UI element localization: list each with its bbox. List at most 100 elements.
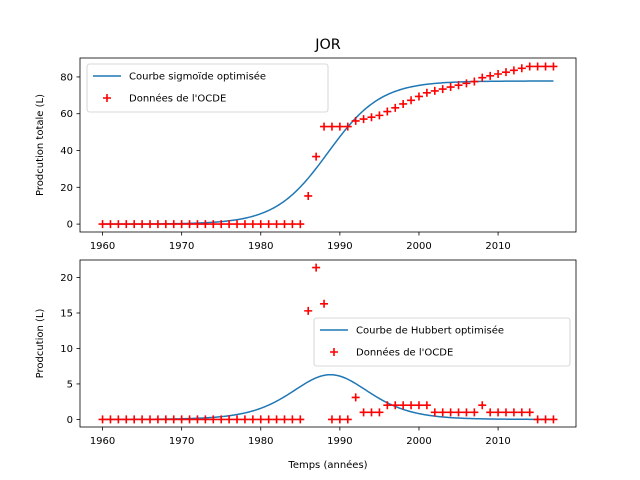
data-point-marker [501, 68, 510, 77]
figure-title: JOR [314, 37, 341, 53]
data-point-marker [327, 415, 336, 424]
data-point-marker [114, 220, 123, 229]
data-point-marker [320, 299, 329, 308]
data-point-marker [533, 415, 542, 424]
data-point-marker [248, 415, 257, 424]
data-point-marker [201, 220, 210, 229]
data-point-marker [288, 220, 297, 229]
data-point-marker [264, 220, 273, 229]
x-tick-label: 2000 [406, 436, 431, 447]
data-point-marker [486, 71, 495, 80]
data-point-marker [240, 415, 249, 424]
data-point-marker [209, 220, 218, 229]
y-tick-label: 20 [60, 183, 73, 194]
data-point-marker [280, 415, 289, 424]
data-point-marker [217, 220, 226, 229]
data-point-marker [217, 415, 226, 424]
data-point-marker [517, 64, 526, 73]
y-tick-label: 80 [60, 72, 73, 83]
legend: Courbe sigmoïde optimisée Données de l'OC… [86, 63, 329, 113]
data-point-marker [454, 81, 463, 90]
data-point-marker [130, 220, 139, 229]
bottom-chart-production: 1960 1970 1980 1990 2000 2010 0 5 10 15 20 Prodcuti… [35, 259, 577, 471]
x-tick-label: 1970 [169, 436, 194, 447]
data-point-marker [383, 401, 392, 410]
series-markers [98, 62, 558, 229]
legend-box [86, 63, 329, 113]
data-point-marker [233, 220, 242, 229]
data-point-marker [335, 415, 344, 424]
data-point-marker [169, 220, 178, 229]
data-point-marker [438, 85, 447, 94]
legend-label: Courbe de Hubbert optimisée [356, 325, 504, 337]
data-point-marker [375, 111, 384, 120]
data-point-marker [138, 220, 147, 229]
data-point-marker [256, 415, 265, 424]
top-chart-production-totale: 1960 1970 1980 1990 2000 2010 0 20 40 60 80 Prodcut… [35, 57, 577, 252]
data-point-marker [225, 415, 234, 424]
data-point-marker [478, 73, 487, 82]
data-point-marker [272, 220, 281, 229]
data-point-marker [225, 220, 234, 229]
data-point-marker [422, 88, 431, 97]
data-point-marker [422, 401, 431, 410]
data-point-marker [177, 415, 186, 424]
axes-frame [79, 259, 577, 428]
data-point-marker [122, 220, 131, 229]
data-point-marker [169, 415, 178, 424]
data-point-marker [430, 86, 439, 95]
data-point-marker [122, 415, 131, 424]
data-point-marker [106, 220, 115, 229]
y-tick-label: 15 [60, 308, 73, 319]
data-point-marker [146, 220, 155, 229]
data-point-marker [153, 220, 162, 229]
data-point-marker [486, 408, 495, 417]
x-tick-label: 2010 [485, 241, 510, 252]
data-point-marker [161, 415, 170, 424]
data-point-marker [399, 99, 408, 108]
data-point-marker [264, 415, 273, 424]
data-point-marker [114, 415, 123, 424]
data-point-marker [541, 415, 550, 424]
data-point-marker [272, 415, 281, 424]
data-point-marker [320, 122, 329, 131]
data-point-marker [138, 415, 147, 424]
data-point-marker [407, 401, 416, 410]
data-point-marker [541, 62, 550, 71]
data-point-marker [98, 415, 107, 424]
data-point-marker [414, 92, 423, 101]
x-tick-label: 1980 [248, 241, 273, 252]
data-point-marker [296, 415, 305, 424]
data-point-marker [185, 220, 194, 229]
legend-label: Données de l'OCDE [356, 347, 453, 359]
y-tick-label: 10 [60, 344, 73, 355]
data-point-marker [501, 408, 510, 417]
data-point-marker [399, 401, 408, 410]
data-point-marker [304, 191, 313, 200]
axes-frame [79, 57, 577, 233]
data-point-marker [146, 415, 155, 424]
y-tick-label: 5 [67, 379, 73, 390]
legend-box [313, 317, 571, 367]
x-tick-label: 1970 [169, 241, 194, 252]
data-point-marker [391, 401, 400, 410]
y-axis-label: Prodcution (L) [35, 309, 46, 379]
data-point-marker [351, 393, 360, 402]
data-point-marker [549, 62, 558, 71]
y-tick-label: 20 [60, 273, 73, 284]
data-point-marker [288, 415, 297, 424]
series-markers [98, 263, 558, 424]
legend-label: Courbe sigmoïde optimisée [129, 71, 266, 83]
data-point-marker [280, 220, 289, 229]
x-axis-label: Temps (années) [287, 459, 367, 471]
data-point-marker [153, 415, 162, 424]
data-point-marker [240, 220, 249, 229]
y-tick-label: 0 [67, 415, 73, 426]
series-line [102, 373, 554, 421]
x-tick-label: 1960 [90, 241, 115, 252]
data-point-marker [359, 408, 368, 417]
data-point-marker [106, 415, 115, 424]
data-point-marker [312, 152, 321, 161]
data-point-marker [335, 122, 344, 131]
